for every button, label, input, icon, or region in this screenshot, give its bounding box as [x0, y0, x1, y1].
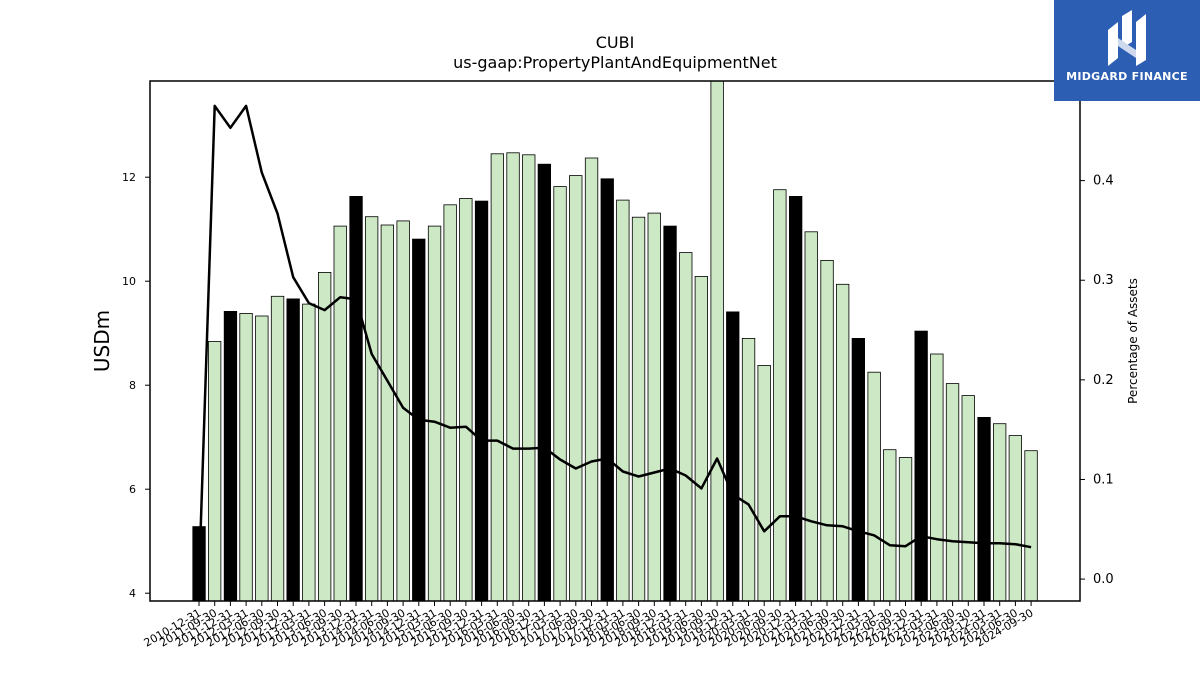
bar	[537, 163, 551, 602]
bar	[883, 449, 897, 602]
bar	[270, 295, 285, 602]
bar	[1008, 435, 1022, 602]
bar	[255, 315, 269, 602]
bar	[694, 276, 708, 602]
bar	[349, 195, 363, 602]
bar	[443, 204, 457, 602]
y-right-tick-label: 0.0	[1093, 572, 1114, 587]
bar	[679, 252, 693, 602]
bar	[710, 80, 724, 602]
bar	[427, 225, 442, 602]
bar	[789, 195, 803, 602]
bar	[522, 154, 536, 602]
bar	[836, 283, 850, 602]
y-axis-label: USDm	[90, 310, 114, 372]
y-right-tick-label: 0.2	[1093, 373, 1114, 388]
y-right-tick-label: 0.1	[1093, 472, 1114, 487]
line-series	[197, 104, 1032, 580]
bar	[239, 312, 253, 602]
bar	[977, 416, 991, 602]
bar	[961, 395, 975, 602]
y-right-tick-label: 0.4	[1093, 174, 1114, 189]
y-tick-label: 6	[129, 483, 136, 496]
bar	[773, 189, 787, 602]
bar	[317, 271, 332, 602]
y-right-tick-label: 0.3	[1093, 273, 1114, 288]
x-axis: 2010-12-312011-09-302011-12-312012-03-31…	[142, 601, 1036, 650]
logo-mark-icon	[1108, 10, 1146, 66]
bar	[804, 231, 818, 602]
logo: MIDGARD FINANCE	[1054, 0, 1200, 101]
right-axis: 0.0 0.1 0.2 0.3 0.4	[1080, 174, 1114, 587]
bar	[993, 423, 1007, 602]
bar	[945, 383, 960, 602]
bar	[474, 200, 489, 602]
chart-title: CUBI	[596, 33, 635, 52]
bar	[867, 371, 881, 602]
plot-frame	[149, 80, 1081, 602]
bar	[616, 199, 630, 602]
y-tick-label: 12	[122, 171, 136, 184]
y-tick-label: 8	[129, 379, 136, 392]
bar	[490, 153, 505, 602]
bar	[302, 303, 316, 602]
logo-text: MIDGARD FINANCE	[1066, 70, 1188, 83]
y-tick-label: 4	[129, 587, 136, 600]
bar	[569, 175, 583, 602]
bar	[584, 157, 599, 602]
y-tick-label: 10	[122, 275, 136, 288]
bar	[631, 216, 646, 602]
bar	[286, 298, 300, 602]
bar-series	[192, 80, 1038, 602]
line-path	[197, 104, 1032, 580]
bar	[851, 337, 865, 602]
bar	[207, 341, 222, 602]
bar	[553, 186, 567, 602]
bar	[459, 198, 473, 602]
bar	[364, 216, 379, 602]
bar	[380, 224, 395, 602]
bar	[333, 225, 347, 602]
bar	[726, 311, 740, 602]
y-axis-label-right: Percentage of Assets	[1126, 278, 1140, 404]
bar	[741, 337, 756, 602]
bar	[898, 457, 913, 602]
bar	[663, 225, 677, 602]
bar	[757, 364, 771, 602]
bar	[1024, 450, 1038, 602]
bar	[223, 310, 238, 602]
bar	[914, 330, 928, 602]
bar	[600, 178, 614, 602]
chart-subtitle: us-gaap:PropertyPlantAndEquipmentNet	[453, 53, 777, 72]
bar	[506, 152, 520, 602]
bar	[930, 353, 944, 602]
left-axis: 4 6 8 10 12	[122, 171, 150, 600]
bar	[647, 212, 661, 602]
bar	[820, 259, 834, 602]
